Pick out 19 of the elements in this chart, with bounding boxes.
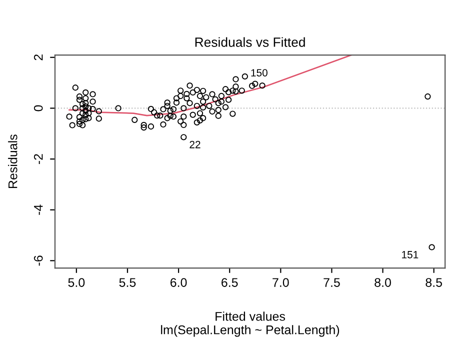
chart-title: Residuals vs Fitted [195, 37, 305, 47]
y-tick-label: 0 [34, 105, 43, 112]
x-tick-label: 8.5 [426, 278, 442, 287]
x-axis-title: Fitted values lm(Sepal.Length ~ Petal.Length) [161, 312, 340, 337]
x-tick-label: 8.0 [374, 278, 391, 287]
x-tick-label: 5.5 [119, 278, 136, 287]
x-tick-label: 5.0 [68, 278, 85, 287]
annotation: 151 [402, 251, 418, 258]
x-tick-label: 7.0 [272, 278, 289, 287]
y-axis-title: Residuals [8, 134, 18, 188]
y-tick-label: -4 [34, 204, 43, 215]
y-tick-label: -6 [34, 256, 43, 266]
x-tick-label: 6.5 [222, 278, 238, 287]
y-tick-label: -2 [34, 154, 43, 164]
annotation: 22 [190, 140, 200, 148]
x-tick-label: 7.5 [324, 278, 340, 287]
annotation: 150 [251, 69, 268, 76]
y-tick-label: 2 [34, 54, 43, 60]
x-tick-label: 6.0 [170, 278, 187, 287]
